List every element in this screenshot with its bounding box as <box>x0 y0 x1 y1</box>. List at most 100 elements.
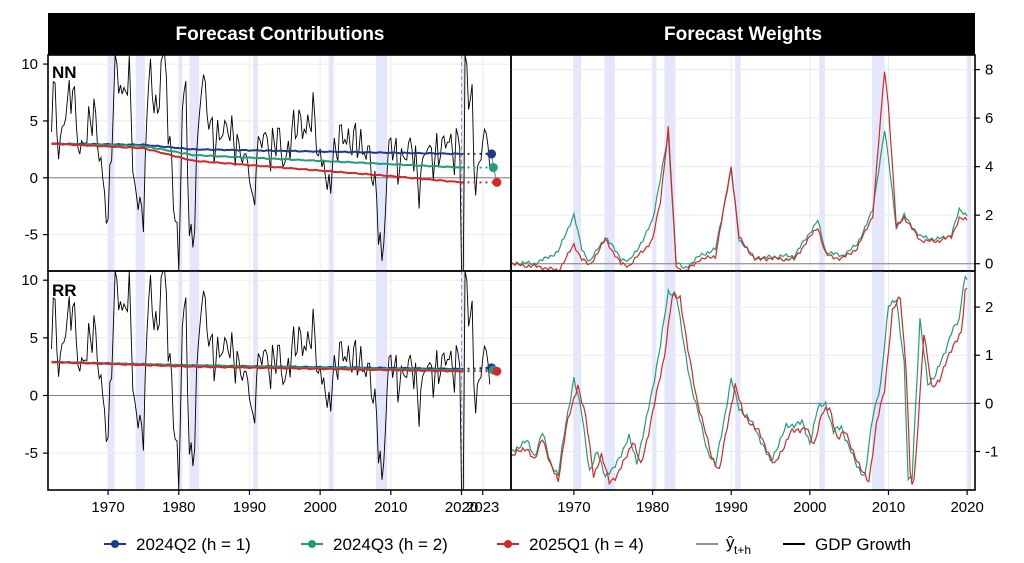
recession-band <box>252 55 258 271</box>
panel-rr-contributions <box>47 270 512 491</box>
panel-rr-weights <box>510 270 976 491</box>
legend-label-sub: t+h <box>734 543 751 557</box>
y-tick-label: 1 <box>985 347 993 364</box>
y-tick-label: 0 <box>985 256 993 273</box>
x-tick-label: 1990 <box>715 499 748 516</box>
y-tick-label: 0 <box>30 170 38 187</box>
recession-band <box>189 271 200 490</box>
x-tick-label: 2010 <box>374 499 407 516</box>
recession-band <box>328 55 334 271</box>
strip-left: Forecast Contributions <box>48 13 511 55</box>
legend-label: GDP Growth <box>815 535 911 554</box>
y-tick-label: 0 <box>30 387 38 404</box>
gdp-growth-line <box>51 271 491 490</box>
legend-key-dot <box>504 540 512 548</box>
recession-band <box>967 271 972 490</box>
recession-band <box>819 55 825 271</box>
contribution-line-h4 <box>51 360 462 373</box>
legend: 2024Q2 (h = 1) 2024Q3 (h = 2) 2025Q1 (h = … <box>104 533 911 557</box>
contribution-line-h1 <box>51 142 462 156</box>
recession-band <box>178 55 183 271</box>
y-tick-label: -5 <box>25 227 38 244</box>
y-tick-label: 5 <box>30 330 38 347</box>
panel-nn-weights <box>510 54 976 272</box>
recession-band <box>967 55 972 271</box>
recession-band <box>604 55 615 271</box>
x-tick-label: 2020 <box>445 499 478 516</box>
recession-band <box>735 271 741 490</box>
recession-band <box>189 55 200 271</box>
forecast-point-h1 <box>487 149 497 159</box>
legend-item: 2024Q3 (h = 2) <box>301 535 448 554</box>
strip-right: Forecast Weights <box>511 13 975 55</box>
recession-band <box>871 271 885 490</box>
legend-item: ŷ t+h <box>696 533 751 557</box>
recession-band <box>178 271 183 490</box>
x-tick-label: 1970 <box>557 499 590 516</box>
legend-key-dot <box>111 540 119 548</box>
x-tick-label: 2010 <box>872 499 905 516</box>
strip-left-title: Forecast Contributions <box>175 24 384 45</box>
legend-key-dot <box>308 540 316 548</box>
recession-band <box>664 271 676 490</box>
x-tick-label: 1970 <box>91 499 124 516</box>
x-tick-label: 1990 <box>233 499 266 516</box>
recession-band <box>252 271 258 490</box>
recession-band <box>461 55 466 271</box>
panel-nn-contributions <box>47 54 512 272</box>
y-tick-label: 10 <box>21 56 38 73</box>
y-tick-label: 10 <box>21 272 38 289</box>
y-tick-label: -5 <box>25 445 38 462</box>
recession-band <box>328 271 334 490</box>
strip-left-bg <box>48 13 511 55</box>
weight-line-h2 <box>511 275 968 482</box>
x-tick-label: 2000 <box>793 499 826 516</box>
legend-item: GDP Growth <box>783 535 911 554</box>
recession-band <box>573 55 581 271</box>
x-tick-label: 2020 <box>950 499 983 516</box>
x-tick-label: 1980 <box>636 499 669 516</box>
y-tick-label: 0 <box>985 395 993 412</box>
legend-item: 2024Q2 (h = 1) <box>104 535 251 554</box>
contribution-line-h2 <box>51 142 462 169</box>
strip-right-title: Forecast Weights <box>664 24 822 45</box>
y-tick-label: 5 <box>30 113 38 130</box>
weight-line-h4 <box>511 71 968 271</box>
recession-band <box>375 271 388 490</box>
row-label-nn: NN <box>52 63 77 82</box>
recession-band <box>135 55 145 271</box>
forecast-point-h2 <box>488 163 498 173</box>
legend-label: 2025Q1 (h = 4) <box>529 535 644 554</box>
weight-line-h2 <box>511 130 968 269</box>
y-tick-label: 4 <box>985 159 993 176</box>
legend-label: 2024Q2 (h = 1) <box>136 535 251 554</box>
legend-item: 2025Q1 (h = 4) <box>497 535 644 554</box>
forecast-point-h4 <box>492 366 502 376</box>
y-tick-label: 2 <box>985 299 993 316</box>
axes: -5 0 5 10 -5 0 5 10 0 2 4 6 8 -1 0 1 2 1970 1980 1990 2000 20… <box>21 56 998 516</box>
x-tick-label: 1980 <box>162 499 195 516</box>
y-tick-label: -1 <box>985 443 998 460</box>
recession-band <box>735 55 741 271</box>
recession-band <box>135 271 145 490</box>
recession-band <box>461 271 466 490</box>
row-label-rr: RR <box>52 281 77 300</box>
recession-band <box>652 55 657 271</box>
panel-border <box>510 270 976 491</box>
legend-label: 2024Q3 (h = 2) <box>333 535 448 554</box>
forecast-point-h4 <box>492 177 502 187</box>
forecast-extension-h1 <box>461 366 492 370</box>
x-tick-label: 2023 <box>466 499 499 516</box>
weight-line-h4 <box>511 287 968 486</box>
y-tick-label: 8 <box>985 62 993 79</box>
y-tick-label: 6 <box>985 110 993 127</box>
x-tick-label: 2000 <box>303 499 336 516</box>
recession-band <box>604 271 615 490</box>
recession-band <box>573 271 581 490</box>
legend-label: ŷ <box>726 533 735 552</box>
recession-band <box>819 271 825 490</box>
y-tick-label: 2 <box>985 207 993 224</box>
contribution-line-h4 <box>51 142 462 184</box>
